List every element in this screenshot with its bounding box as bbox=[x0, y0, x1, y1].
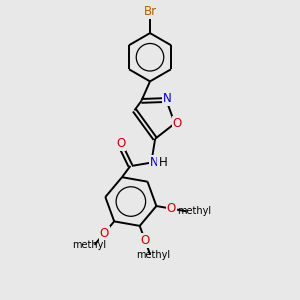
Text: Br: Br bbox=[143, 5, 157, 18]
Text: methyl: methyl bbox=[72, 240, 106, 250]
Text: methyl: methyl bbox=[178, 206, 212, 216]
Text: O: O bbox=[172, 117, 182, 130]
Text: O: O bbox=[100, 226, 109, 240]
Text: O: O bbox=[116, 137, 125, 150]
Text: N: N bbox=[150, 156, 158, 170]
Text: O: O bbox=[167, 202, 176, 215]
Text: methyl: methyl bbox=[136, 250, 170, 260]
Text: O: O bbox=[140, 234, 150, 247]
Text: H: H bbox=[158, 156, 167, 170]
Text: N: N bbox=[163, 92, 171, 105]
